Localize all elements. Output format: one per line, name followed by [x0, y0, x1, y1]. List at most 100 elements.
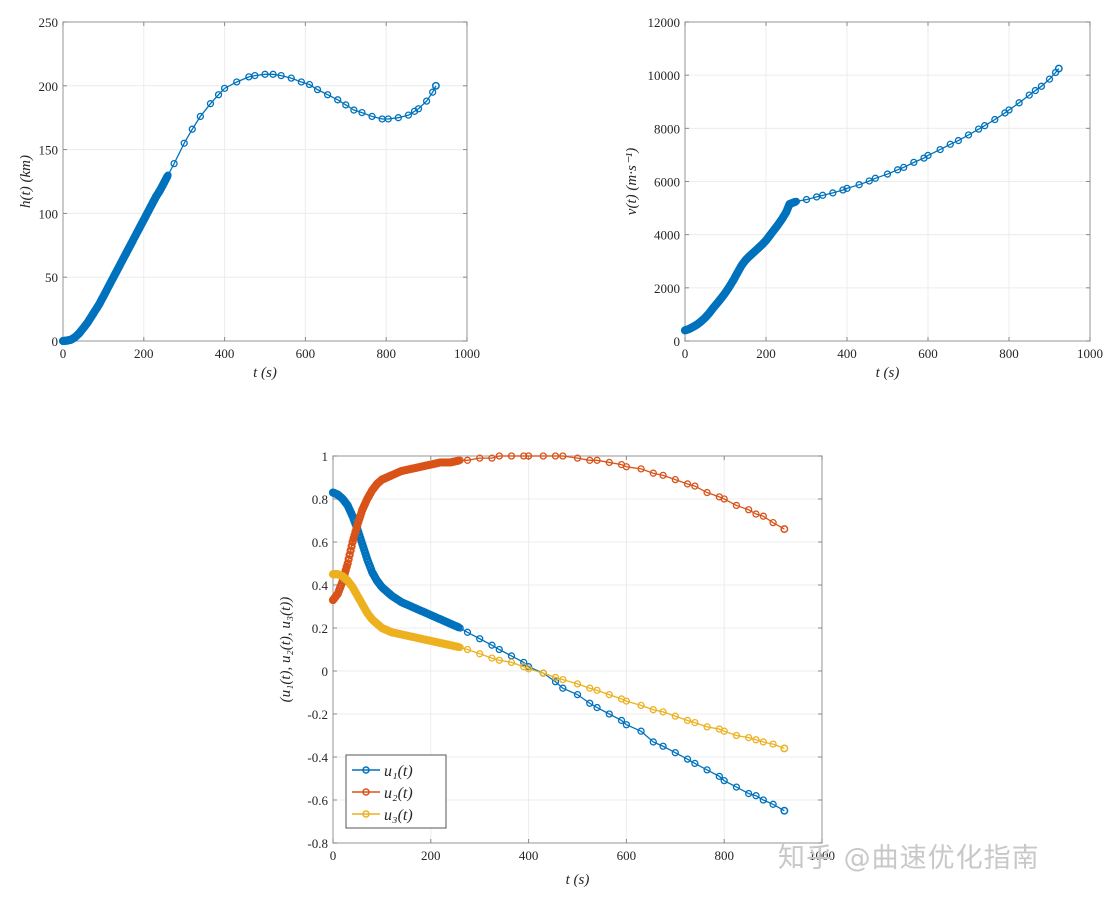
data-point-marker [524, 665, 533, 673]
x-axis-ticks: 0 200 400 600 800 1000 [682, 22, 1103, 361]
legend-item-2: u₂(t) [352, 785, 413, 802]
data-point-marker [683, 716, 692, 725]
data-point-marker [715, 772, 723, 780]
data-point-marker [683, 755, 692, 763]
data-point-marker [659, 708, 667, 716]
grid [62, 21, 468, 342]
y-tick-label: 2000 [654, 281, 680, 296]
data-point-marker [703, 488, 711, 497]
data-point-marker [703, 766, 711, 774]
plot-frame [62, 21, 468, 342]
data-point-marker [605, 458, 613, 467]
data-point-marker [893, 166, 902, 174]
data-point-marker [368, 112, 376, 121]
data-point-marker [745, 506, 753, 514]
x-tick-label: 200 [756, 346, 776, 361]
data-point-marker [305, 80, 314, 89]
data-point-marker [188, 125, 196, 133]
data-point-marker [323, 91, 332, 99]
data-point-marker [855, 181, 863, 189]
data-point-marker [1005, 106, 1013, 114]
legend-item-1: u₁(t) [352, 763, 413, 780]
data-point-marker [220, 84, 229, 93]
y-tick-label: -0.4 [307, 750, 328, 765]
data-point-marker [495, 645, 503, 654]
data-point-marker [297, 78, 306, 86]
data-point-marker [752, 736, 760, 744]
x-tick-label: 600 [918, 346, 938, 361]
data-point-marker [488, 641, 496, 649]
x-tick-label: 800 [999, 346, 1019, 361]
y-tick-label: 0.2 [312, 621, 328, 636]
data-point-marker [394, 114, 402, 122]
data-point-marker [456, 624, 464, 632]
data-point-marker [839, 186, 847, 194]
data-point-marker [350, 106, 358, 114]
data-point-marker [520, 452, 528, 460]
data-point-marker [384, 115, 392, 123]
data-point-marker [196, 112, 205, 121]
data-point-marker [1045, 75, 1054, 83]
x-tick-label: 800 [714, 848, 734, 863]
data-point-marker [802, 195, 811, 204]
series-1 [328, 488, 789, 815]
data-point-marker [495, 452, 503, 460]
velocity-chart: 0 200 400 600 800 100002000400060008000100001… [624, 15, 1103, 381]
data-point-marker [981, 122, 989, 130]
y-tick-label: 6000 [654, 175, 680, 190]
data-point-marker [964, 131, 973, 139]
plot-frame [332, 455, 823, 844]
x-axis-ticks: 0 200 400 600 800 1000 [330, 456, 835, 863]
y-tick-label: -0.2 [307, 707, 328, 722]
data-point-marker [463, 645, 472, 654]
x-tick-label: 1000 [1077, 346, 1103, 361]
series-2 [328, 452, 789, 605]
data-point-marker [463, 628, 472, 636]
y-tick-label: 0 [674, 334, 681, 349]
data-point-marker [1037, 82, 1046, 90]
data-point-marker [637, 727, 645, 735]
data-point-marker [974, 125, 983, 133]
data-point-marker [539, 669, 547, 677]
data-point-marker [691, 482, 699, 490]
data-point-marker [752, 510, 760, 518]
data-point-marker [476, 635, 484, 643]
x-tick-label: 0 [682, 346, 689, 361]
y-axis-label: v(t) (m·s⁻¹) [624, 148, 640, 215]
data-point-marker [559, 684, 567, 692]
x-tick-label: 1000 [454, 346, 480, 361]
data-point-marker [586, 456, 594, 464]
data-point-marker [865, 177, 873, 185]
data-point-marker [910, 158, 918, 167]
altitude-chart: 0 200 400 600 800 1000 0 50 100 150 200 250 t (s) h(t… [18, 15, 480, 381]
x-tick-label: 400 [837, 346, 857, 361]
data-point-marker [769, 519, 777, 527]
data-point-marker [422, 97, 431, 105]
data-point-marker [573, 680, 582, 688]
data-point-marker [703, 723, 711, 731]
data-point-marker [617, 716, 626, 725]
legend-label: u₃(t) [384, 807, 413, 824]
y-axis-ticks: 0 2000 4000 6000 8000 10000 12000 [648, 15, 1090, 349]
data-point-marker [671, 749, 679, 757]
data-point-marker [431, 81, 440, 90]
y-tick-label: 150 [39, 143, 59, 158]
series-3 [328, 570, 789, 753]
x-tick-label: 600 [617, 848, 637, 863]
y-tick-label: 200 [39, 79, 59, 94]
data-point-marker [343, 559, 352, 568]
y-tick-label: 0.4 [312, 578, 329, 593]
y-axis-ticks: -0.8 -0.6 -0.4 -0.2 0 0.2 0.4 0.6 0.8 1 [307, 449, 822, 851]
data-point-marker [622, 463, 631, 471]
data-point-marker [476, 650, 484, 658]
data-point-marker [649, 738, 657, 746]
y-tick-label: 0.8 [312, 492, 328, 507]
data-point-marker [745, 789, 753, 798]
data-point-marker [792, 197, 801, 206]
data-point-marker [476, 454, 484, 462]
data-point-marker [720, 495, 728, 503]
data-point-marker [1054, 64, 1063, 73]
data-point-marker [752, 792, 760, 800]
legend: u₁(t) u₂(t) u₃(t) [345, 754, 447, 829]
